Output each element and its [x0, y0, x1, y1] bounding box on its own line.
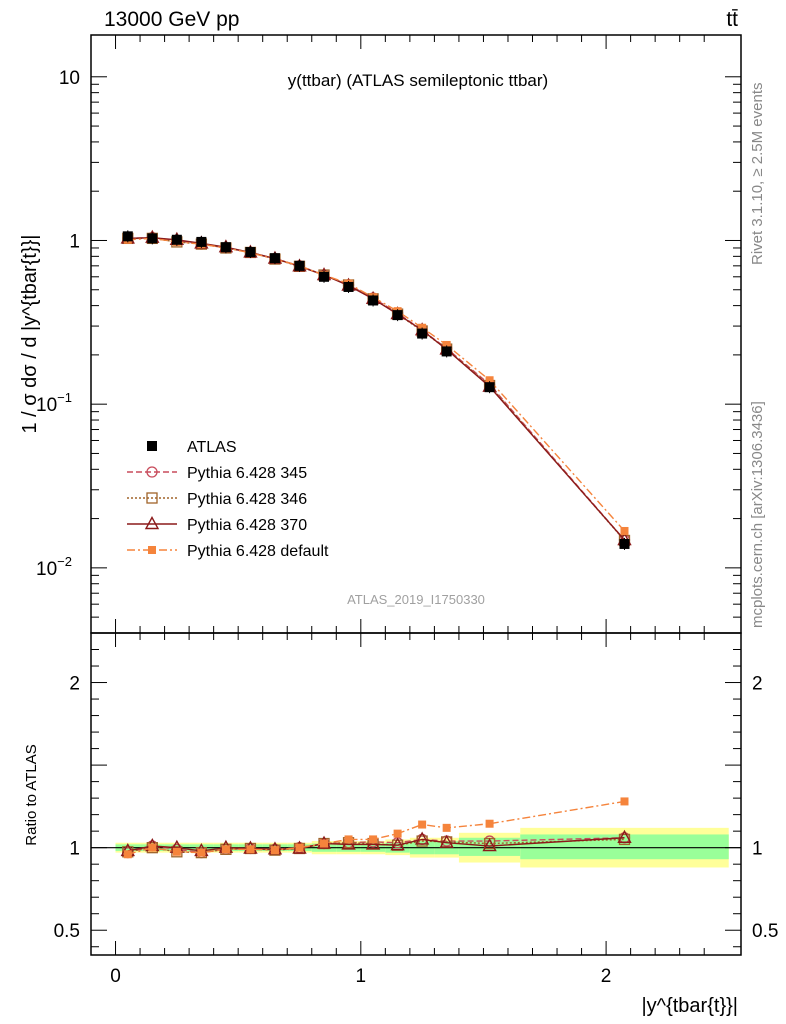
legend-label-pythia-6-428-default: Pythia 6.428 default	[187, 543, 329, 560]
legend-label-pythia-6-428-345: Pythia 6.428 345	[187, 465, 307, 482]
plot-title: y(ttbar) (ATLAS semileptonic ttbar)	[288, 71, 548, 90]
ratio-point-pythia-6-428-default	[393, 829, 402, 838]
ratio-line-pythia-6-428-370	[127, 837, 625, 852]
ratio-point-pythia-6-428-default	[485, 819, 494, 828]
ratio-point-pythia-6-428-default	[344, 835, 353, 844]
ratio-y-tick-label-right: 1	[752, 839, 763, 860]
main-y-tick-label: 10	[59, 68, 80, 89]
data-point-atlas	[319, 271, 330, 282]
ratio-point-pythia-6-428-370	[439, 834, 454, 848]
legend-marker-pythia-6-428-370	[144, 516, 160, 530]
legend-marker-atlas	[147, 441, 157, 451]
ratio-point-pythia-6-428-default	[123, 850, 132, 859]
data-point-atlas	[417, 328, 428, 339]
data-point-atlas	[619, 538, 630, 549]
ratio-point-pythia-6-428-default	[270, 846, 279, 855]
data-point-atlas	[368, 295, 379, 306]
data-point-atlas	[122, 231, 133, 242]
ratio-panel-frame	[90, 632, 742, 956]
data-point-pythia-6-428-default	[442, 340, 451, 349]
mcplots-label: mcplots.cern.ch [arXiv:1306.3436]	[749, 401, 766, 628]
data-point-atlas	[269, 253, 280, 264]
x-tick-label: 0	[110, 966, 121, 987]
ratio-point-pythia-6-428-346	[269, 844, 281, 856]
legend-marker-pythia-6-428-default	[148, 546, 156, 554]
legend-marker-pythia-6-428-346	[146, 492, 158, 504]
x-tick-label: 2	[601, 966, 612, 987]
main-y-tick-label: 10−1	[36, 390, 72, 416]
header-process: tt̄	[726, 8, 738, 31]
data-point-atlas	[392, 310, 403, 321]
data-point-pythia-6-428-default	[485, 376, 494, 385]
ratio-point-pythia-6-428-default	[172, 847, 181, 856]
ratio-y-tick-label: 2	[69, 674, 80, 695]
data-point-atlas	[484, 382, 495, 393]
ratio-point-pythia-6-428-default	[148, 843, 157, 852]
legend-marker-pythia-6-428-345	[146, 466, 158, 478]
ratio-point-pythia-6-428-default	[197, 848, 206, 857]
ratio-point-pythia-6-428-default	[221, 845, 230, 854]
data-point-atlas	[343, 281, 354, 292]
ratio-point-pythia-6-428-370	[414, 831, 430, 845]
legend-label-atlas: ATLAS	[187, 439, 237, 456]
data-point-atlas	[294, 260, 305, 271]
ratio-point-pythia-6-428-default	[295, 843, 304, 852]
data-point-atlas	[441, 346, 452, 357]
analysis-watermark: ATLAS_2019_I1750330	[347, 592, 485, 607]
ratio-point-pythia-6-428-370	[390, 837, 405, 851]
ratio-point-pythia-6-428-default	[620, 797, 629, 806]
ratio-point-pythia-6-428-370	[617, 829, 632, 843]
main-y-axis-label: 1 / σ dσ / d |y^{tbar{t}}|	[19, 234, 41, 433]
ratio-y-tick-label-right: 0.5	[752, 921, 778, 942]
ratio-stat-uncertainty-band	[520, 834, 729, 860]
data-point-atlas	[220, 242, 231, 253]
ratio-line-pythia-6-428-default	[127, 800, 625, 855]
rivet-label: Rivet 3.1.10, ≥ 2.5M events	[749, 83, 766, 266]
ratio-point-pythia-6-428-370	[482, 838, 497, 852]
legend-label-pythia-6-428-370: Pythia 6.428 370	[187, 517, 307, 534]
ratio-point-pythia-6-428-default	[369, 835, 378, 844]
ratio-y-tick-label-right: 2	[752, 674, 763, 695]
ratio-point-pythia-6-428-default	[246, 845, 255, 854]
data-point-atlas	[171, 234, 182, 245]
data-point-atlas	[196, 236, 207, 247]
data-point-pythia-6-428-default	[620, 526, 629, 535]
ratio-y-tick-label: 0.5	[54, 921, 80, 942]
header-energy: 13000 GeV pp	[104, 8, 239, 31]
main-y-tick-label: 10−2	[36, 554, 72, 580]
data-point-atlas	[147, 233, 158, 244]
ratio-point-pythia-6-428-default	[442, 823, 451, 832]
data-point-atlas	[245, 247, 256, 258]
legend-label-pythia-6-428-346: Pythia 6.428 346	[187, 491, 307, 508]
main-y-axis-title: 1 / σ dσ / d |y^{tbar{t}}|	[19, 234, 41, 433]
series-line-pythia-6-428-default	[127, 237, 626, 532]
ratio-y-axis-title: Ratio to ATLAS	[23, 744, 40, 845]
ratio-point-pythia-6-428-default	[320, 839, 329, 848]
x-tick-label: 1	[356, 966, 367, 987]
x-axis-title: |y^{tbar{t}}|	[641, 995, 738, 1017]
ratio-y-tick-label: 1	[69, 839, 80, 860]
ratio-point-pythia-6-428-default	[418, 820, 427, 829]
main-y-tick-label: 1	[69, 231, 80, 252]
